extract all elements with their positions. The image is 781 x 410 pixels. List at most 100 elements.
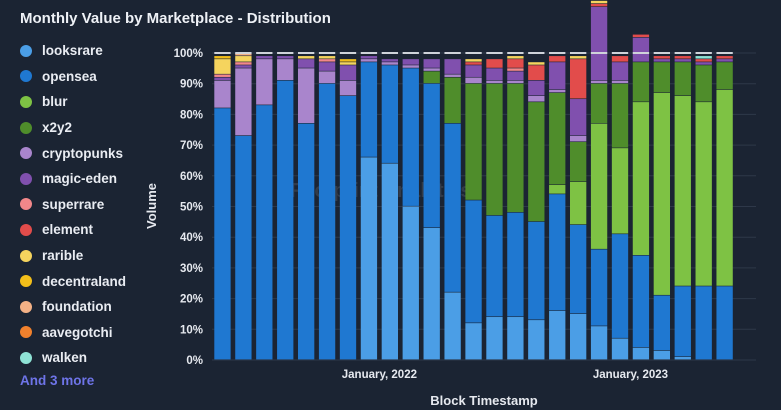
bar-segment-looksrare [486,317,503,360]
legend-dot [20,326,32,339]
y-tick-label: 80% [180,109,203,121]
bar-segment-opensea [674,286,691,357]
bar-segment-opensea [402,68,419,206]
bar-segment-superrare [318,59,336,62]
legend-label: rarible [42,248,84,264]
bar-segment-element [507,59,524,68]
bar-segment-magic-eden [339,65,357,81]
legend-item-decentraland[interactable]: decentraland [20,268,126,294]
bar-segment-cryptopunks [318,71,336,84]
bar-segment-cryptopunks [528,95,545,102]
bar-segment-looksrare [423,227,440,360]
legend-dot [20,95,32,108]
legend-item-magic-eden[interactable]: magic-eden [20,166,126,192]
bar-segment-x2y2 [716,62,733,90]
legend-item-element[interactable]: element [20,217,126,243]
y-tick-label: 0% [186,355,203,367]
legend-dot [20,300,32,313]
bar-cap [277,52,294,54]
legend-label: element [42,222,94,238]
bar-segment-cryptopunks [402,65,419,68]
y-tick-label: 60% [180,171,203,183]
bar-segment-opensea [235,135,252,360]
bar-segment-blur [590,123,608,249]
bar-segment-rarible [235,56,252,62]
bar-cap [465,52,482,54]
bar-cap [256,52,273,54]
bar-segment-x2y2 [486,83,503,216]
bar-segment-magic-eden [590,6,608,81]
bar-segment-opensea [360,62,378,157]
bar-cap [611,52,629,54]
bar-segment-x2y2 [569,142,587,182]
bar-segment-magic-eden [465,65,482,77]
legend-more-link[interactable]: And 3 more [20,372,95,388]
bar-segment-magic-eden [611,62,629,81]
legend-item-looksrare[interactable]: looksrare [20,38,126,64]
bar-segment-cryptopunks [611,80,629,84]
bar-segment-cryptopunks [381,62,399,65]
bar-segment-looksrare [653,350,671,360]
bar-segment-magic-eden [653,59,671,62]
bar-segment-magic-eden [716,59,733,62]
bar-segment-x2y2 [695,65,712,102]
legend-dot [20,249,32,262]
bar-segment-x2y2 [528,102,545,222]
bar-segment-opensea [339,95,357,360]
bar-segment-blur [653,92,671,295]
legend-item-opensea[interactable]: opensea [20,64,126,90]
bar-segment-cryptopunks [444,74,461,77]
bar-segment-element [653,56,671,59]
bar-segment-rarible [569,56,587,59]
bar-segment-rarible [507,56,524,59]
bar-cap [653,52,671,54]
y-tick-label: 100% [174,48,203,60]
bar-segment-opensea [590,249,608,326]
bar-segment-magic-eden [423,59,440,68]
bar-segment-cryptopunks [214,80,231,108]
bar-cap [486,52,503,54]
bar-cap [528,52,545,54]
bar-segment-x2y2 [549,92,566,185]
bar-cap [318,52,336,54]
legend-label: looksrare [42,43,103,59]
bar-segment-rarible [339,62,357,65]
bar-segment-cryptopunks [277,59,294,81]
legend-dot [20,172,32,185]
legend-items: looksrare opensea blur x2y2 cryptopunks magic… [20,38,126,371]
legend-dot [20,70,32,83]
bar-segment-opensea [214,108,231,360]
legend-item-walken[interactable]: walken [20,345,126,371]
bar-segment-magic-eden [277,56,294,59]
bar-segment-magic-eden [256,56,273,59]
legend-item-x2y2[interactable]: x2y2 [20,115,126,141]
legend-dot [20,223,32,236]
legend-item-aavegotchi[interactable]: aavegotchi [20,320,126,346]
legend-label: cryptopunks [42,145,124,161]
bar-segment-magic-eden [569,99,587,136]
bar-segment-cryptopunks [486,80,503,84]
legend-item-superrare[interactable]: superrare [20,192,126,218]
legend-item-cryptopunks[interactable]: cryptopunks [20,140,126,166]
bar-segment-opensea [297,123,315,360]
legend-item-foundation[interactable]: foundation [20,294,126,320]
bar-segment-looksrare [402,206,419,360]
bar-segment-blur [674,95,691,286]
bar-segment-x2y2 [507,83,524,213]
bar-segment-element [590,3,608,7]
bar-segment-cryptopunks [339,80,357,96]
legend-item-blur[interactable]: blur [20,89,126,115]
bar-segment-cryptopunks [297,68,315,124]
bar-segment-x2y2 [590,83,608,124]
bar-segment-cryptopunks [235,68,252,136]
legend-item-rarible[interactable]: rarible [20,243,126,269]
bar-segment-magic-eden [444,59,461,74]
bar-segment-cryptopunks [256,59,273,105]
legend-dot [20,351,32,364]
bar-segment-looksrare [569,313,587,360]
bar-segment-opensea [444,123,461,292]
legend-dot [20,147,32,160]
bar-cap [339,52,357,54]
bar-segment-looksrare [674,356,691,360]
